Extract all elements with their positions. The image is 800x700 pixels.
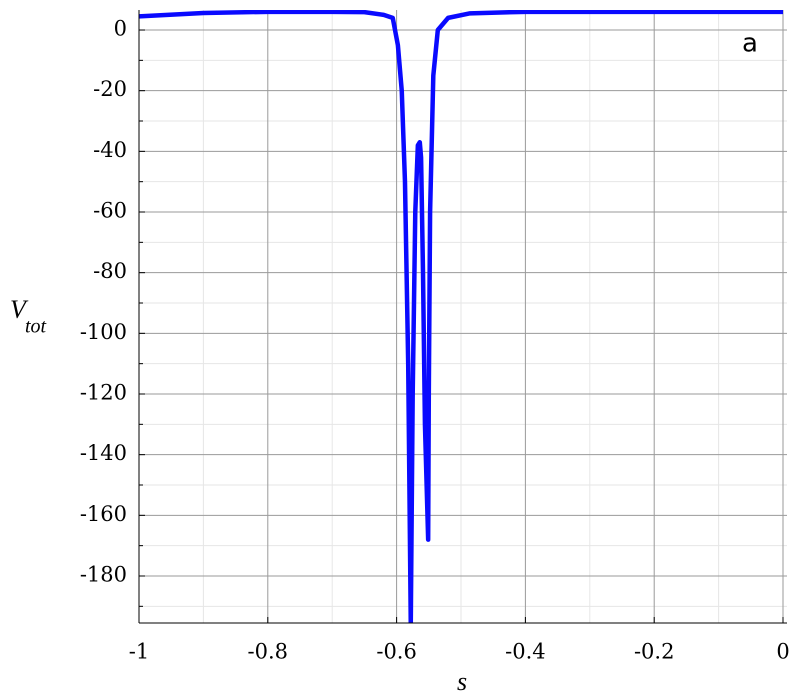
annotation: a	[742, 29, 758, 59]
y-axis-label-subscript: tot	[25, 316, 47, 338]
y-tick-label: -80	[93, 259, 127, 283]
y-tick-label: -180	[80, 562, 127, 586]
x-tick-label: -0.4	[505, 640, 546, 664]
data-line	[139, 10, 783, 623]
y-tick-label: -20	[93, 77, 127, 101]
y-tick-label: -120	[80, 380, 127, 404]
y-tick-label: -140	[80, 441, 127, 465]
x-tick-label: 0	[776, 640, 789, 664]
y-tick-label: -100	[80, 320, 127, 344]
x-tick-label: -0.2	[634, 640, 675, 664]
y-tick-label: -60	[93, 199, 127, 223]
y-axis-label: V	[10, 295, 29, 324]
x-axis-label: s	[457, 667, 467, 696]
x-tick-label: -1	[129, 640, 149, 664]
x-tick-label: -0.8	[248, 640, 289, 664]
y-tick-label: -160	[80, 502, 127, 526]
x-tick-label: -0.6	[376, 640, 417, 664]
y-tick-label: -40	[93, 138, 127, 162]
plot-area	[139, 10, 783, 623]
grid	[138, 10, 787, 623]
y-tick-label: 0	[114, 17, 127, 41]
